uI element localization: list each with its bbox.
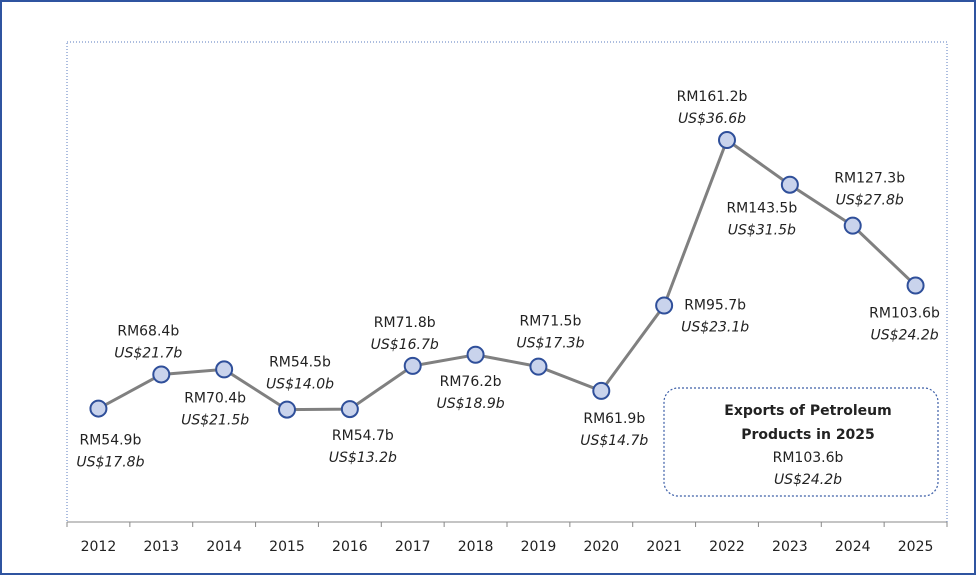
point: [215, 360, 234, 379]
usd-label: US$27.8b: [836, 193, 904, 209]
point: [403, 356, 422, 375]
value-label: RM61.9b: [583, 411, 645, 427]
x-tick-label: 2012: [81, 539, 117, 555]
value-label: RM95.7b: [684, 297, 746, 313]
x-tick-label: 2019: [521, 539, 557, 555]
value-label: RM70.4b: [184, 390, 246, 406]
value-label: RM54.5b: [269, 355, 331, 371]
value-label: RM68.4b: [117, 323, 179, 339]
point: [466, 345, 485, 364]
usd-label: US$17.8b: [76, 455, 144, 471]
annotation-title: Exports of Petroleum: [724, 403, 891, 419]
annotation-box: [663, 387, 939, 497]
x-tick-label: 2014: [206, 539, 242, 555]
usd-label: US$21.7b: [114, 345, 182, 361]
annotation-rm: RM103.6b: [773, 450, 844, 466]
usd-label: US$18.9b: [437, 396, 505, 412]
value-label: RM54.7b: [332, 428, 394, 444]
point: [529, 357, 548, 376]
point: [278, 400, 296, 419]
usd-label: US$36.6b: [678, 111, 746, 127]
point: [655, 296, 674, 315]
usd-label: US$23.1b: [681, 319, 749, 335]
value-label: RM143.5b: [726, 201, 797, 217]
usd-label: US$17.3b: [516, 336, 584, 352]
value-label: RM103.6b: [869, 306, 940, 322]
value-label: RM127.3b: [834, 171, 905, 187]
point: [906, 276, 925, 295]
point: [89, 399, 108, 418]
point: [718, 131, 736, 150]
point: [780, 175, 799, 194]
x-tick-label: 2018: [458, 539, 494, 555]
value-label: RM161.2b: [677, 89, 748, 105]
x-tick-label: 2015: [269, 539, 305, 555]
x-tick-label: 2022: [709, 539, 745, 555]
point: [592, 381, 611, 400]
point: [340, 400, 359, 419]
value-label: RM76.2b: [440, 374, 502, 390]
value-label: RM71.5b: [519, 314, 581, 330]
annotation-usd: US$24.2b: [774, 472, 842, 488]
value-label: RM54.9b: [79, 433, 141, 449]
usd-label: US$14.0b: [266, 377, 334, 393]
x-tick-label: 2017: [395, 539, 431, 555]
value-label: RM71.8b: [374, 315, 436, 331]
x-tick-label: 2023: [772, 539, 808, 555]
usd-label: US$21.5b: [181, 412, 249, 428]
usd-label: US$24.2b: [871, 328, 939, 344]
x-tick-label: 2020: [583, 539, 619, 555]
point: [152, 365, 171, 384]
usd-label: US$16.7b: [371, 337, 439, 353]
annotation-title: Products in 2025: [741, 427, 875, 443]
x-tick-label: 2024: [835, 539, 871, 555]
x-tick-label: 2016: [332, 539, 368, 555]
line: [97, 137, 917, 412]
x-tick-label: 2025: [898, 539, 934, 555]
x-tick-label: 2013: [143, 539, 179, 555]
usd-label: US$14.7b: [580, 433, 648, 449]
usd-label: US$31.5b: [728, 223, 796, 239]
x-tick-label: 2021: [646, 539, 682, 555]
point: [843, 216, 862, 235]
usd-label: US$13.2b: [329, 450, 397, 466]
